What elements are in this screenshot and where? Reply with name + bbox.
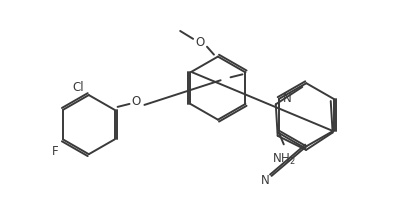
Text: O: O (195, 36, 205, 49)
Text: O: O (132, 96, 141, 109)
Text: N: N (261, 174, 270, 187)
Text: N: N (283, 93, 292, 105)
Text: Cl: Cl (72, 81, 84, 94)
Text: F: F (52, 145, 59, 158)
Text: NH$_2$: NH$_2$ (272, 152, 295, 167)
